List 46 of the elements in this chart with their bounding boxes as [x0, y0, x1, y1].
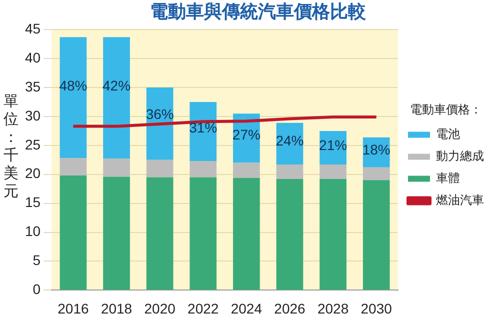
legend-label: 動力總成: [436, 148, 484, 163]
bar: [146, 177, 174, 290]
x-tick-label: 2028: [317, 300, 349, 316]
bar: [60, 176, 87, 290]
y-tick-label: 45: [24, 20, 41, 36]
annotation: 27%: [232, 126, 260, 143]
legend-label: 燃油汽車: [436, 192, 484, 207]
bar: [362, 167, 390, 180]
x-tick-label: 2022: [188, 300, 219, 316]
chart-title: 電動車與傳統汽車價格比較: [150, 1, 367, 22]
x-tick-label: 2018: [100, 300, 132, 316]
y-tick-label: 25: [24, 136, 41, 152]
y-tick-label: 35: [24, 78, 41, 94]
x-tick-label: 2030: [360, 300, 392, 316]
x-tick-label: 2020: [144, 300, 176, 316]
x-tick-label: 2026: [274, 300, 306, 316]
bar: [190, 177, 217, 290]
bar: [60, 158, 87, 176]
y-tick-label: 40: [24, 49, 41, 66]
x-tick-label: 2024: [230, 300, 262, 316]
bar: [276, 164, 304, 180]
bar: [103, 158, 130, 177]
y-tick-label: 10: [24, 223, 41, 240]
bar: [362, 180, 390, 290]
annotation: 36%: [146, 106, 174, 122]
y-axis-title: 單位：千美元: [2, 92, 20, 200]
legend-title: 電動車價格：: [410, 102, 482, 116]
bar: [320, 179, 346, 290]
y-tick-label: 20: [24, 165, 41, 182]
bar: [146, 160, 174, 178]
bar: [190, 161, 217, 178]
annotation: 21%: [319, 136, 348, 153]
bar: [103, 37, 130, 159]
bar: [320, 164, 346, 180]
bar: [103, 176, 130, 290]
y-tick-label: 5: [32, 252, 41, 268]
bar: [233, 162, 260, 178]
legend-label: 電池: [436, 126, 460, 141]
bar: [276, 179, 304, 290]
x-tick-label: 2016: [58, 300, 90, 316]
y-tick-label: 30: [24, 107, 41, 124]
bar: [60, 37, 87, 158]
y-tick-label: 15: [24, 194, 41, 210]
legend-label: 車體: [436, 170, 460, 185]
bar: [233, 178, 260, 290]
y-tick-label: 0: [32, 281, 41, 298]
